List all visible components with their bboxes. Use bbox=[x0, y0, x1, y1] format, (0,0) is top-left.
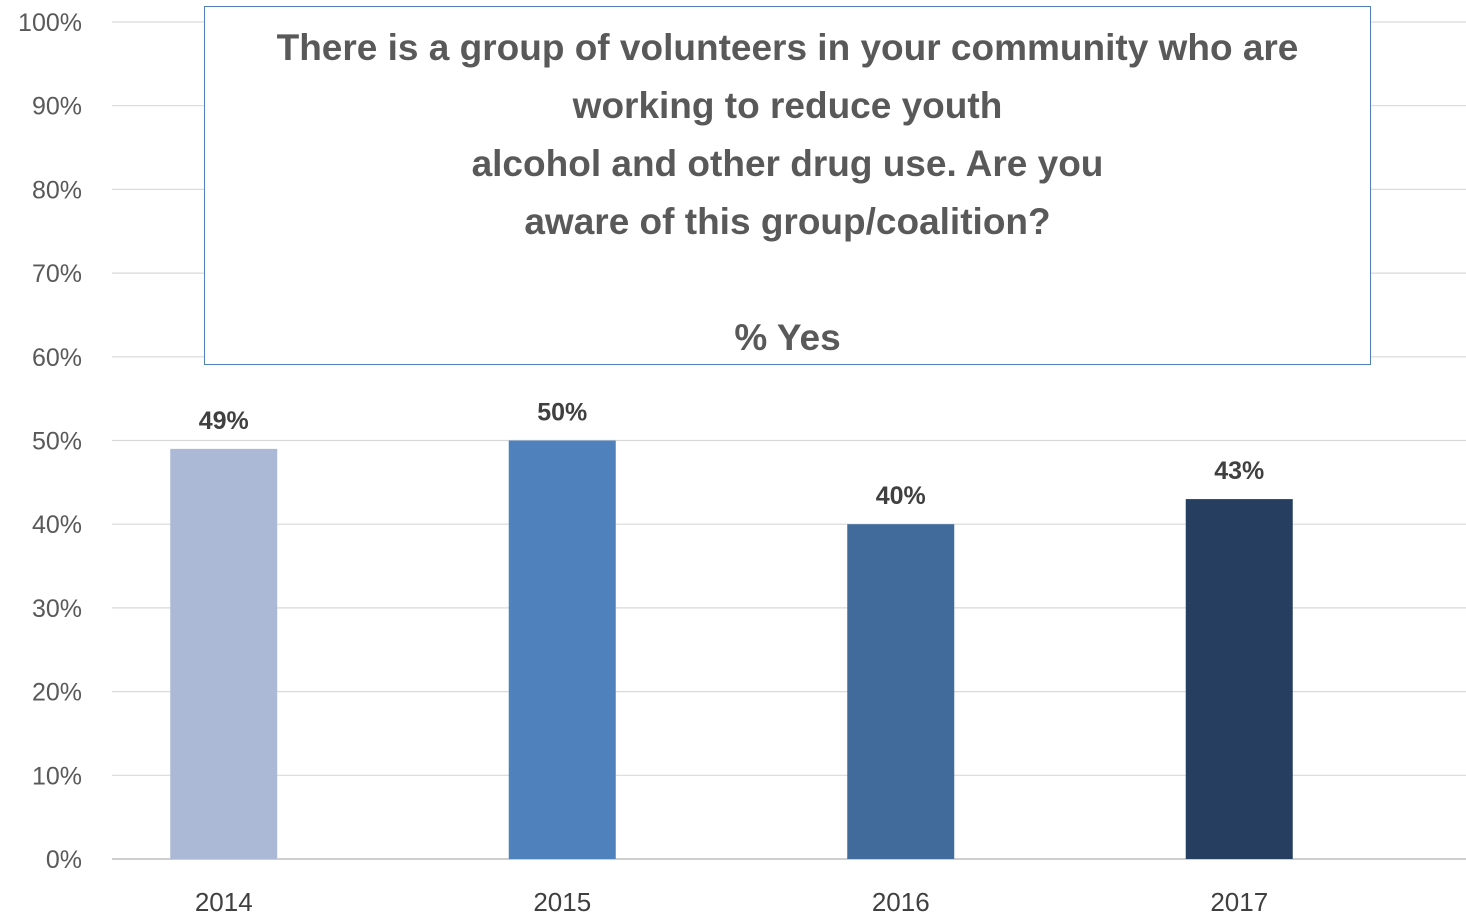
y-tick-label: 80% bbox=[32, 176, 82, 204]
bar-2017 bbox=[1185, 499, 1293, 859]
y-tick-label: 60% bbox=[32, 344, 82, 372]
y-tick-label: 100% bbox=[18, 9, 82, 37]
y-tick-label: 50% bbox=[32, 428, 82, 456]
y-tick-label: 30% bbox=[32, 595, 82, 623]
title-spacer bbox=[205, 251, 1370, 309]
chart-title-line-3: alcohol and other drug use. Are you bbox=[471, 143, 1104, 184]
chart-title-line-4: aware of this group/coalition? bbox=[524, 201, 1051, 242]
x-tick-label-2017: 2017 bbox=[1210, 887, 1268, 915]
y-tick-label: 40% bbox=[32, 511, 82, 539]
y-tick-label: 20% bbox=[32, 679, 82, 707]
chart-title-box: There is a group of volunteers in your c… bbox=[204, 6, 1371, 365]
bar-2014 bbox=[170, 448, 278, 859]
y-tick-label: 0% bbox=[46, 846, 82, 874]
bar-2016 bbox=[847, 524, 955, 859]
chart-title-line-1: There is a group of volunteers in your c… bbox=[276, 27, 1299, 68]
chart-title-line-2: working to reduce youth bbox=[572, 85, 1003, 126]
data-label-2014: 49% bbox=[199, 407, 249, 435]
y-tick-label: 70% bbox=[32, 260, 82, 288]
chart-subtitle: % Yes bbox=[734, 317, 841, 358]
bars bbox=[170, 440, 1293, 859]
x-tick-label-2015: 2015 bbox=[533, 887, 591, 915]
x-tick-label-2014: 2014 bbox=[195, 887, 253, 915]
y-axis-ticks: 0% 10% 20% 30% 40% 50% 60% 70% 80% 90% 100% bbox=[18, 9, 82, 874]
y-tick-label: 10% bbox=[32, 762, 82, 790]
bar-2015 bbox=[508, 440, 616, 859]
y-tick-label: 90% bbox=[32, 93, 82, 121]
data-label-2017: 43% bbox=[1214, 457, 1264, 485]
x-tick-label-2016: 2016 bbox=[872, 887, 930, 915]
x-axis-labels: 2014 2015 2016 2017 bbox=[195, 887, 1268, 915]
data-labels: 49% 50% 40% 43% bbox=[199, 399, 1265, 511]
data-label-2015: 50% bbox=[537, 399, 587, 427]
data-label-2016: 40% bbox=[876, 482, 926, 510]
